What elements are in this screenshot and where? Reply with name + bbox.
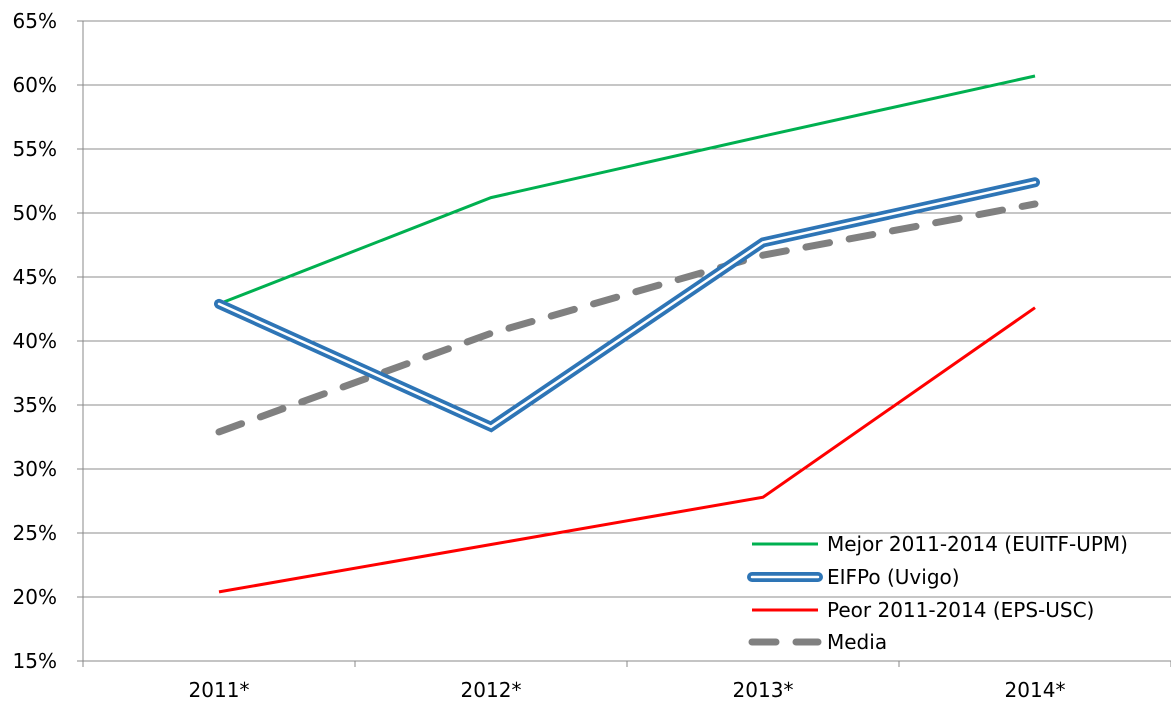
series-line-0 [218,74,1036,306]
data-point [218,303,220,305]
x-tick-label: 2014* [1005,678,1066,702]
data-point [490,197,492,199]
data-point [762,135,764,137]
x-tick-label: 2012* [461,678,522,702]
data-point [218,431,220,433]
legend-label: EIFPo (Uvigo) [827,565,960,589]
y-tick-label: 55% [13,137,57,161]
y-tick-labels: 15% 20% 25% 30% 35% 40% 45% 50% 55% 60% 65% [13,9,57,673]
y-tick-label: 65% [13,9,57,33]
y-tick-label: 60% [13,73,57,97]
y-tick-label: 45% [13,265,57,289]
legend-entry: Media [748,630,887,654]
y-tick-label: 40% [13,329,57,353]
data-point [490,332,492,334]
y-tick-label: 20% [13,585,57,609]
data-point [1034,75,1036,77]
x-tick-label: 2011* [189,678,250,702]
y-tick-label: 50% [13,201,57,225]
data-point [1034,203,1036,205]
data-point [218,591,220,593]
data-point [490,544,492,546]
series-lines [214,74,1040,594]
x-tick-label: 2013* [733,678,794,702]
legend-entry: Mejor 2011-2014 (EUITF-UPM) [752,532,1128,556]
data-point [1034,307,1036,309]
y-tick-label: 25% [13,521,57,545]
series-line-2 [218,306,1036,594]
legend: Mejor 2011-2014 (EUITF-UPM) EIFPo (Uvigo)… [747,532,1128,654]
series-line-3 [215,200,1039,436]
y-tick-label: 15% [13,649,57,673]
data-point [762,496,764,498]
legend-label: Mejor 2011-2014 (EUITF-UPM) [827,532,1128,556]
series-line-1-outer [214,177,1040,433]
legend-entry: EIFPo (Uvigo) [747,565,960,589]
series-line-1-inner [217,181,1037,429]
legend-label: Media [827,630,887,654]
y-tick-label: 35% [13,393,57,417]
x-tick-labels: 2011* 2012* 2013* 2014* [82,661,1171,702]
data-point [762,241,764,243]
legend-label: Peor 2011-2014 (EPS-USC) [827,598,1094,622]
legend-entry: Peor 2011-2014 (EPS-USC) [752,598,1094,622]
y-tick-label: 30% [13,457,57,481]
data-point [490,426,492,428]
data-point [1034,181,1036,183]
data-point [762,254,764,256]
